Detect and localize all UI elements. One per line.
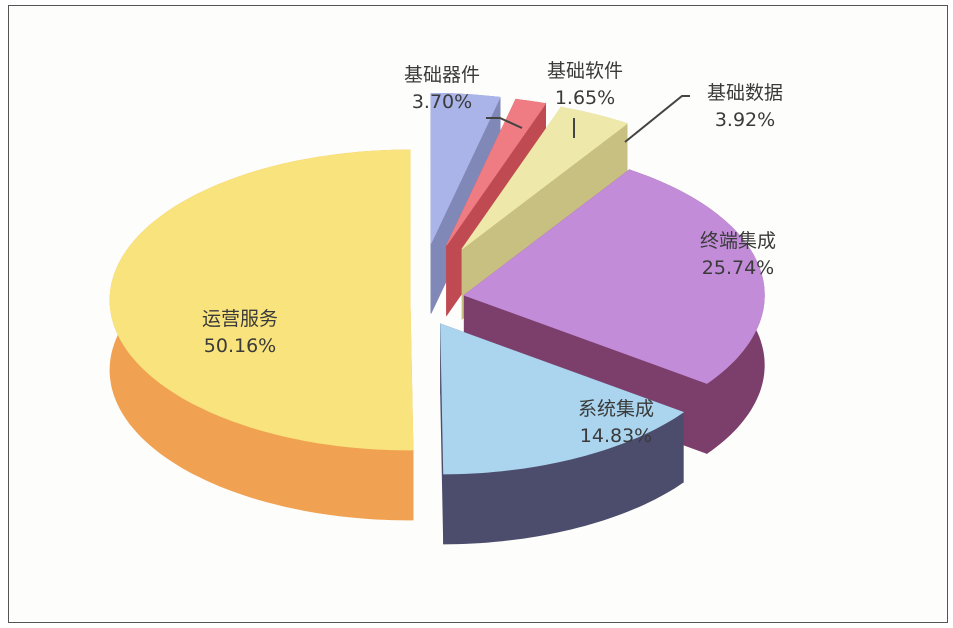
value-label: 3.70%	[411, 91, 473, 113]
category-label: 系统集成	[577, 398, 655, 420]
value-label: 14.83%	[579, 425, 653, 447]
pie-slice-4	[440, 323, 685, 545]
leader-line-jichu-qijian	[486, 117, 523, 129]
value-label: 3.92%	[714, 109, 776, 131]
label-xitong-jicheng: 系统集成 14.83%	[578, 396, 654, 450]
value-label: 50.16%	[203, 335, 277, 357]
slice-top-face	[430, 93, 501, 244]
category-label: 终端集成	[699, 230, 777, 252]
slice-top-face	[109, 149, 414, 451]
label-jichu-qijian: 基础器件 3.70%	[404, 62, 480, 116]
label-yunying-fuwu: 运营服务 50.16%	[202, 306, 278, 360]
value-label: 25.74%	[701, 257, 775, 279]
label-jichu-ruanjian: 基础软件 1.65%	[547, 58, 623, 112]
slice-top-face	[446, 98, 547, 246]
category-label: 运营服务	[201, 308, 279, 330]
slice-top-face	[440, 323, 685, 475]
pie-slice-5	[109, 149, 414, 521]
slice-top-face	[463, 169, 765, 384]
leader-lines	[486, 95, 690, 143]
label-jichu-shuju: 基础数据 3.92%	[707, 80, 783, 134]
slice-top-face	[461, 106, 628, 250]
category-label: 基础器件	[403, 64, 481, 86]
label-zhongduan-jicheng: 终端集成 25.74%	[700, 228, 776, 282]
category-label: 基础软件	[546, 60, 624, 82]
value-label: 1.65%	[554, 87, 616, 109]
leader-line-jichu-shuju	[624, 95, 690, 143]
category-label: 基础数据	[706, 82, 784, 104]
